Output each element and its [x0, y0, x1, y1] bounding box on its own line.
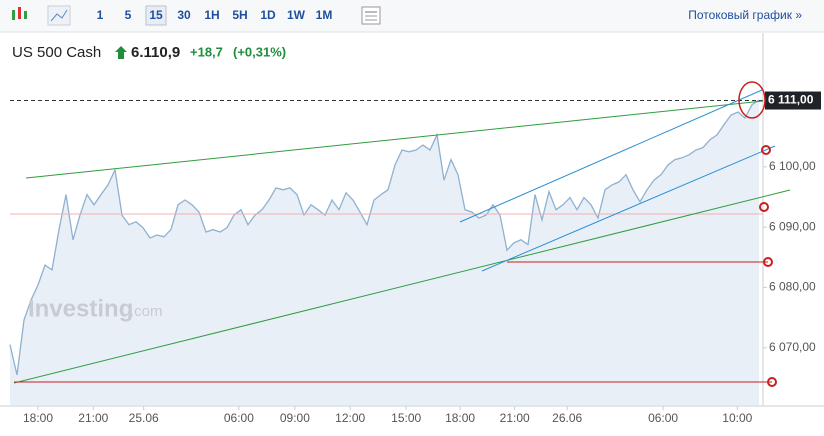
area-fill [10, 99, 759, 406]
x-tick-label: 09:00 [280, 411, 310, 425]
change: +18,7 [190, 44, 223, 59]
icon-part [24, 11, 27, 19]
interval-button[interactable]: 1M [316, 8, 333, 22]
instrument-name: US 500 Cash [12, 44, 101, 61]
change-pct: (+0,31%) [233, 44, 286, 59]
x-tick-label: 21:00 [500, 411, 530, 425]
trend-line[interactable] [459, 89, 763, 223]
x-tick-label: 12:00 [335, 411, 365, 425]
y-tick-label: 6 100,00 [769, 159, 816, 173]
interval-button[interactable]: 5 [125, 8, 132, 22]
trend-line[interactable] [25, 100, 764, 179]
handle[interactable] [763, 257, 773, 267]
plot: 6 070,00 6 080,00 6 090,00 6 100,00 18:00 21:… [0, 33, 824, 425]
x-tick-label: 21:00 [78, 411, 108, 425]
y-tick-label: 6 090,00 [769, 219, 816, 233]
x-tick-label: 18:00 [23, 411, 53, 425]
interval-button[interactable]: 1 [97, 8, 104, 22]
x-tick-label: 18:00 [445, 411, 475, 425]
trend-line[interactable] [13, 189, 791, 384]
icon-part [18, 7, 21, 19]
up-arrow [115, 46, 127, 59]
x-tick-label: 26.06 [552, 411, 582, 425]
watermark-suffix: .com [130, 303, 163, 320]
interval-active [145, 5, 167, 26]
x-tick-label: 10:00 [722, 411, 752, 425]
last-price-label: 6 111,00 [768, 93, 814, 107]
watermark: Investing [28, 295, 133, 322]
icon-part [12, 10, 15, 20]
x-tick-label: 06:00 [648, 411, 678, 425]
interval-button[interactable]: 15 [149, 8, 163, 22]
interval-button[interactable]: 30 [177, 8, 191, 22]
x-tick-label: 15:00 [391, 411, 421, 425]
toolbar [0, 0, 824, 32]
candle-icon[interactable] [12, 7, 27, 20]
handle[interactable] [767, 377, 777, 387]
x-tick-label: 25.06 [129, 411, 159, 425]
interval-button[interactable]: 5H [232, 8, 247, 22]
x-tick-label: 06:00 [224, 411, 254, 425]
interval-button[interactable]: 1D [260, 8, 276, 22]
trend-line[interactable] [481, 145, 776, 272]
drawings [10, 81, 791, 387]
y-tick-label: 6 080,00 [769, 280, 816, 294]
highlight [738, 81, 766, 119]
last-price-box [765, 91, 821, 110]
stream-link[interactable]: Потоковый график » [688, 8, 802, 22]
handle[interactable] [761, 145, 771, 155]
price: 6.110,9 [131, 44, 180, 61]
price-line [9, 99, 760, 376]
interval-button[interactable]: 1H [204, 8, 219, 22]
y-tick-label: 6 070,00 [769, 340, 816, 354]
interval-button[interactable]: 1W [287, 8, 306, 22]
handle[interactable] [759, 202, 769, 212]
icon-part [50, 9, 68, 22]
